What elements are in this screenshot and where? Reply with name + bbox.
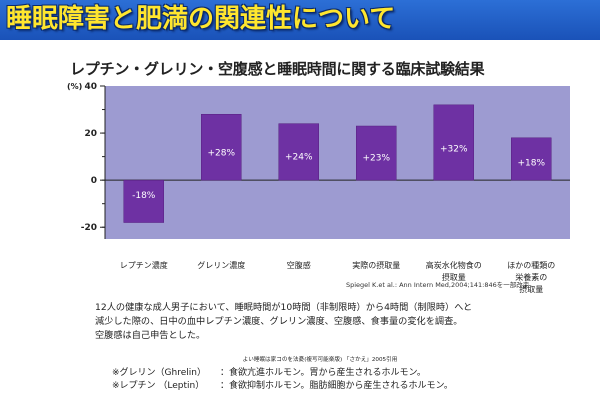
study-description: 12人の健康な成人男子において、睡眠時間が10時間（非制限時）から4時間（制限時… [95,301,575,343]
bar [356,125,397,181]
x-category-label: レプチン濃度 [120,260,168,270]
hormone-notes: ※グレリン（Ghrelin） ：食欲亢進ホルモン。胃から産生されるホルモン。 ※レ… [112,367,453,393]
description-line: 12人の健康な成人男子において、睡眠時間が10時間（非制限時）から4時間（制限時… [95,302,473,313]
bar-data-label: +32% [440,145,468,155]
note-ghrelin: ※グレリン（Ghrelin） ：食欲亢進ホルモン。胃から産生されるホルモン。 [112,367,453,380]
x-category-label: 空腹感 [287,260,311,270]
note-desc: ：食欲亢進ホルモン。胃から産生されるホルモン。 [220,368,426,378]
bar-data-label: +28% [207,148,235,158]
bar-data-label: +18% [517,158,545,168]
bar-data-label: +23% [362,153,390,163]
header-banner: 睡眠障害と肥満の関連性について [0,0,600,40]
bar [123,179,164,223]
bar [278,123,319,181]
bar-data-label: +24% [285,152,313,162]
y-axis-unit: (%) [67,82,82,91]
chart-title: レプチン・グレリン・空腹感と睡眠時間に関する臨床試験結果 [70,60,485,78]
banner-title: 睡眠障害と肥満の関連性について [6,4,396,34]
plot-area [105,86,570,239]
y-tick-label: 0 [91,176,97,186]
bar [201,113,242,181]
bar [433,104,474,181]
note-desc: ：食欲抑制ホルモン。脂肪細胞から産生されるホルモン。 [220,381,453,391]
description-line: 減少した際の、日中の血中レプチン濃度、グレリン濃度、空腹感、食事量の変化を調査。 [95,316,463,327]
note-leptin: ※レプチン （Leptin） ：食欲抑制ホルモン。脂肪細胞から産生されるホルモン。 [112,380,453,393]
bar [511,137,552,181]
x-category-label: ほかの種類の [507,260,555,270]
description-line: 空腹感は自己申告とした。 [95,330,206,341]
note-term: ※レプチン （Leptin） [112,381,205,391]
x-category-label: 摂取量 [519,284,543,294]
bar-data-label: -18% [132,191,156,201]
x-category-label: 実際の摂取量 [352,260,400,270]
source-note: よい睡眠は家コのを法憂(複写可能楽版) 「さかえ」2005引用 [242,357,398,363]
x-category-label: 高炭水化物食の [426,260,482,270]
x-category-label: 摂取量 [442,272,466,282]
bar-chart: -20 0 20 40(%) -18% レプチン濃度 +28% グレリン濃度 +24% 空腹感 +… [67,82,570,294]
x-category-label: 栄養素の [515,272,547,282]
x-category-label: グレリン濃度 [197,260,245,270]
note-term: ※グレリン（Ghrelin） [112,368,206,378]
y-tick-label: -20 [81,223,97,233]
chart-citation: Spiegel K.et al.: Ann Intern Med,2004;14… [346,281,530,289]
y-tick-label: 20 [84,129,97,139]
y-tick-label: 40 [84,82,97,92]
